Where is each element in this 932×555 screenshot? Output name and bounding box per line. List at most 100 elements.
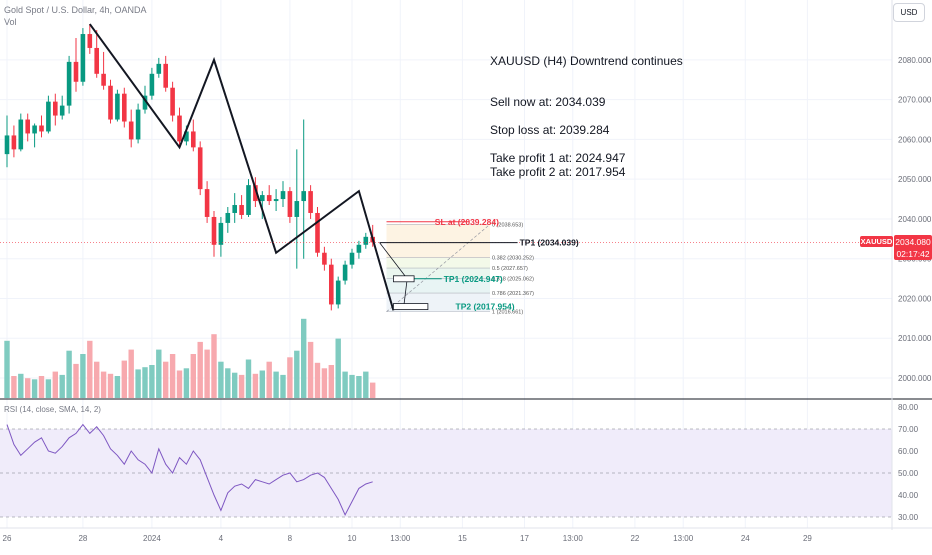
time-tick-label: 13:00	[390, 534, 411, 543]
last-price-tag: XAUUSD 2034.080 02:17:42	[860, 235, 932, 260]
candle-body[interactable]	[342, 264, 348, 281]
candle-body[interactable]	[73, 61, 79, 82]
candle-body[interactable]	[294, 201, 300, 217]
candle-body[interactable]	[239, 205, 244, 215]
candle-body[interactable]	[308, 191, 313, 213]
candle-body[interactable]	[329, 264, 334, 305]
time-tick-label: 22	[630, 534, 639, 543]
candle-body[interactable]	[66, 61, 72, 106]
tp1-target-box[interactable]	[392, 275, 415, 283]
volume-bar	[342, 371, 348, 398]
candle-body[interactable]	[246, 185, 251, 215]
candle-body[interactable]	[128, 121, 134, 140]
candle-body[interactable]	[253, 185, 258, 202]
candle-body[interactable]	[232, 205, 237, 213]
candle-body[interactable]	[149, 73, 155, 96]
candle-body[interactable]	[204, 189, 210, 217]
candle-body[interactable]	[25, 119, 30, 134]
candle-body[interactable]	[177, 115, 182, 142]
volume-bar	[80, 354, 86, 398]
candle-body[interactable]	[46, 101, 51, 132]
candle-body[interactable]	[163, 63, 168, 88]
candle-body[interactable]	[315, 212, 320, 253]
candle-body[interactable]	[170, 87, 175, 116]
volume-bar	[169, 354, 176, 398]
candle-body[interactable]	[87, 34, 93, 48]
volume-bar	[218, 361, 224, 398]
candle-body[interactable]	[94, 47, 99, 74]
candle-body[interactable]	[191, 131, 196, 148]
candle-body[interactable]	[122, 93, 127, 122]
candle-body[interactable]	[108, 85, 113, 120]
candle-body[interactable]	[135, 109, 141, 140]
candle-body[interactable]	[287, 191, 293, 217]
volume-bar	[73, 363, 79, 398]
candle-body[interactable]	[280, 191, 286, 200]
fib-level-label: 0 (2038.653)	[492, 222, 523, 228]
volume-bar	[183, 368, 190, 398]
candle-body[interactable]	[184, 131, 189, 142]
candle-body[interactable]	[356, 244, 362, 253]
volume-bar	[142, 367, 148, 398]
volume-bar	[4, 340, 10, 398]
currency-button[interactable]: USD	[893, 3, 925, 22]
rsi-pane[interactable]	[0, 398, 932, 518]
rsi-line[interactable]	[6, 423, 373, 516]
volume-bar	[94, 361, 100, 398]
volume-bar	[232, 372, 238, 398]
candle-body[interactable]	[156, 63, 162, 74]
volume-bar	[59, 374, 65, 398]
candle-body[interactable]	[335, 280, 341, 305]
volume-bar	[149, 365, 155, 398]
price-tick-label: 2080.000	[898, 56, 932, 65]
fib-diagonal	[386, 224, 491, 313]
volume-bar	[273, 371, 279, 398]
time-tick-label: 24	[741, 534, 750, 543]
candle-body[interactable]	[53, 101, 58, 116]
axes: 2080.000 2070.000 2060.000 2050.000 2040.000…	[0, 0, 932, 543]
time-tick-label: 8	[288, 534, 293, 543]
time-tick-label: 15	[458, 534, 467, 543]
candle-body[interactable]	[197, 147, 203, 190]
volume-bar	[294, 350, 300, 398]
rsi-tick-label: 50.00	[898, 469, 919, 478]
candle-body[interactable]	[266, 195, 272, 202]
tp2-label: TP2 (2017.954)	[456, 302, 515, 312]
candle-body[interactable]	[225, 212, 231, 223]
candle-body[interactable]	[218, 222, 224, 245]
candle-body[interactable]	[18, 119, 24, 150]
candle-body[interactable]	[32, 125, 37, 134]
fib-level-label: 0.618 (2025.062)	[492, 276, 534, 282]
candle-body[interactable]	[101, 73, 106, 86]
candle-body[interactable]	[322, 252, 327, 265]
candlesticks[interactable]	[4, 24, 375, 311]
candle-body[interactable]	[39, 125, 44, 132]
candle-body[interactable]	[11, 135, 17, 150]
candle-body[interactable]	[4, 135, 10, 155]
volume-bar	[314, 362, 321, 398]
candle-body[interactable]	[273, 199, 279, 202]
trend-line[interactable]	[88, 23, 395, 311]
volume-bar	[370, 382, 376, 398]
price-tick-label: 2070.000	[898, 96, 932, 105]
zigzag-trend-line[interactable]	[88, 23, 395, 311]
volume-bars	[4, 318, 376, 398]
candle-body[interactable]	[211, 216, 217, 245]
candle-body[interactable]	[59, 105, 65, 116]
candle-body[interactable]	[349, 252, 355, 265]
candle-body[interactable]	[363, 236, 369, 245]
volume-bar	[121, 360, 127, 398]
candle-body[interactable]	[301, 191, 306, 202]
candle-body[interactable]	[142, 95, 148, 110]
trade-levels[interactable]: SL at (2039.284) TP1 (2034.039) TP1 (2024.…	[0, 217, 892, 312]
candle-body[interactable]	[260, 195, 265, 202]
candle-body[interactable]	[115, 93, 120, 120]
time-tick-label: 26	[3, 534, 12, 543]
time-tick-label: 29	[803, 534, 812, 543]
candle-body[interactable]	[80, 34, 86, 82]
tp2-target-box[interactable]	[392, 303, 429, 311]
volume-bar	[245, 359, 252, 398]
fib-level-label: 1 (2016.661)	[492, 310, 523, 316]
